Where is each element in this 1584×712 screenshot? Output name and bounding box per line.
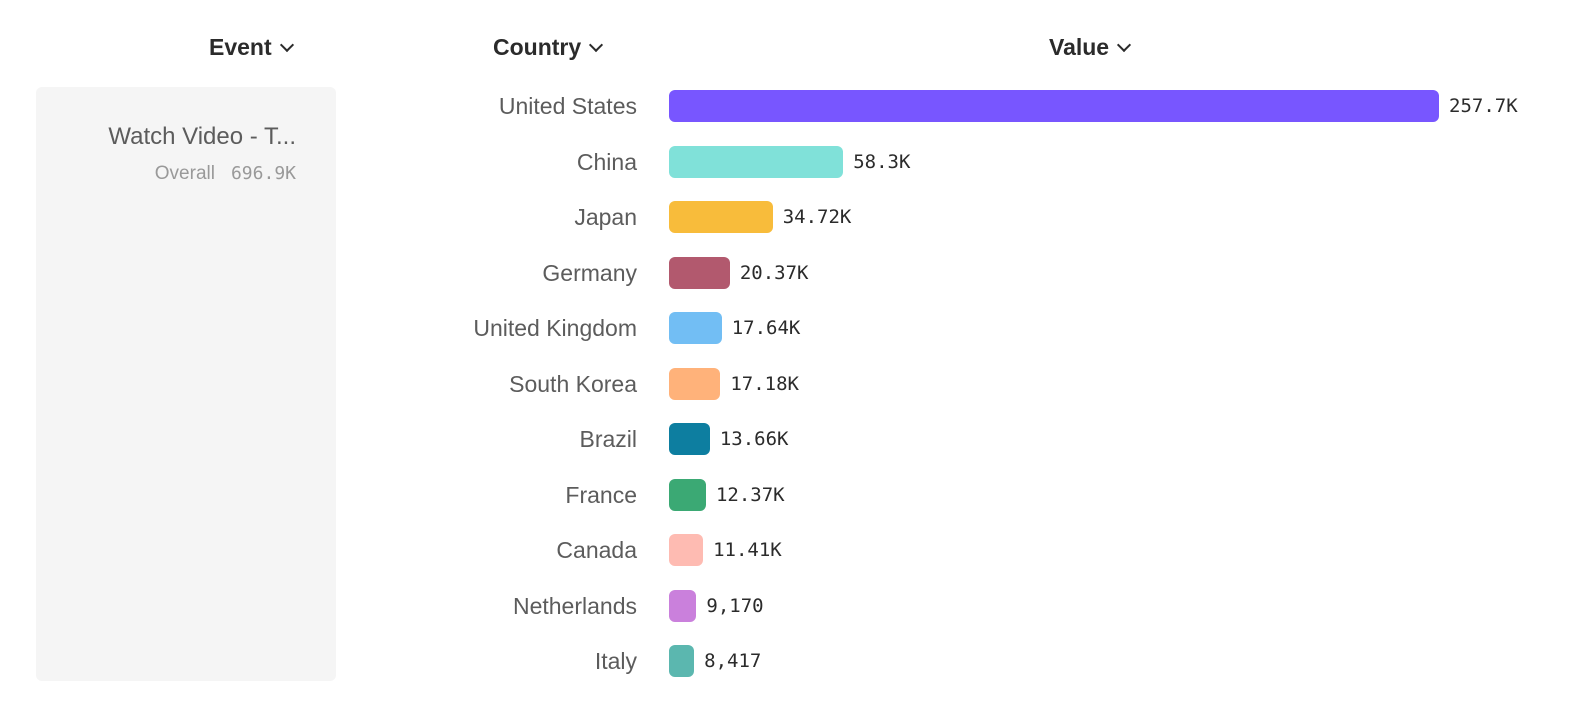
chart-row: Japan 34.72K [0,197,1584,237]
event-panel[interactable]: Watch Video - T... Overall 696.9K [36,87,336,681]
bar[interactable] [669,201,773,233]
event-header-label: Event [209,34,272,60]
data-label: 58.3K [853,150,911,173]
chart-row: United States 257.7K [0,86,1584,126]
chart-row: Brazil 13.66K [0,419,1584,459]
bar[interactable] [669,90,1439,122]
data-label: 20.37K [739,261,809,284]
data-label: 34.72K [782,206,852,228]
chart-row: France 12.37K [0,475,1584,515]
bar[interactable] [669,645,695,677]
data-label: 17.64K [731,317,801,339]
category-label: Italy [594,648,637,674]
value-header-label: Value [1049,34,1110,60]
data-label: 8,417 [704,650,762,672]
category-label: France [565,481,637,508]
chart-row: South Korea 17.18K [0,364,1584,404]
overall-label: Overall [154,163,215,184]
bar[interactable] [669,312,722,344]
chevron-down-icon [589,37,604,52]
bar[interactable] [669,256,730,289]
data-label: 9,170 [706,594,764,617]
bar[interactable] [669,145,844,178]
data-label: 13.66K [719,428,789,450]
category-label: Brazil [579,426,637,452]
bar[interactable] [669,423,710,455]
chart-row: Italy 8,417 [0,641,1584,681]
category-label: China [576,148,637,175]
category-label: Japan [574,204,637,230]
event-name: Watch Video - T... [108,123,296,150]
country-column-header[interactable]: Country [493,34,604,61]
data-label: 12.37K [715,483,785,506]
category-label: United States [498,93,637,119]
category-label: Canada [556,537,637,563]
chart-row: Canada 11.41K [0,530,1584,570]
chart-row: Netherlands 9,170 [0,586,1584,626]
data-label: 17.18K [730,372,799,395]
event-overall: Overall 696.9K [155,163,296,185]
bar[interactable] [669,367,721,400]
event-column-header[interactable]: Event [209,34,294,61]
bar[interactable] [669,478,706,511]
value-column-header[interactable]: Value [1049,34,1132,61]
category-label: Netherlands [512,592,637,619]
chevron-down-icon [1117,37,1132,52]
bar[interactable] [669,589,697,622]
data-label: 11.41K [713,539,782,561]
category-label: United Kingdom [473,315,637,341]
chart-row: Germany 20.37K [0,253,1584,293]
data-label: 257.7K [1449,95,1518,117]
overall-value: 696.9K [230,163,296,184]
bar[interactable] [669,534,704,566]
chart-row: United Kingdom 17.64K [0,308,1584,348]
chevron-down-icon [279,37,294,52]
category-label: Germany [542,259,637,286]
chart-row: China 58.3K [0,142,1584,182]
category-label: South Korea [509,370,637,397]
country-header-label: Country [493,34,582,60]
